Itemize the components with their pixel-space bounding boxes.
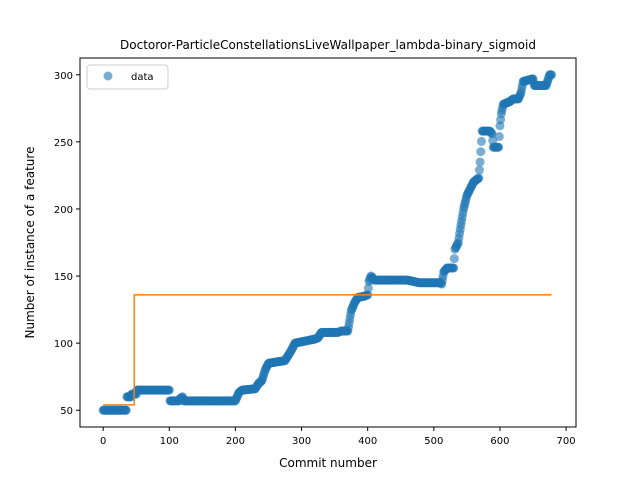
fit-line xyxy=(103,294,552,406)
chart-title: Doctoror-ParticleConstellationsLiveWallp… xyxy=(120,38,536,52)
x-tick-label: 300 xyxy=(292,436,311,447)
y-tick-label: 50 xyxy=(60,406,73,417)
y-axis-label: Number of instance of a feature xyxy=(23,147,37,339)
data-point xyxy=(363,283,373,293)
data-point xyxy=(164,385,174,395)
x-tick-label: 100 xyxy=(160,436,179,447)
data-point xyxy=(449,254,459,264)
data-point xyxy=(494,142,504,152)
data-point xyxy=(449,263,459,273)
data-point xyxy=(121,405,131,415)
legend-marker-data xyxy=(103,71,113,81)
x-tick-label: 400 xyxy=(358,436,377,447)
data-point xyxy=(487,129,497,139)
data-point xyxy=(494,132,504,141)
x-axis-label: Commit number xyxy=(279,456,377,470)
legend-box xyxy=(86,64,169,90)
x-tick-label: 600 xyxy=(490,436,509,447)
y-tick-label: 100 xyxy=(54,339,73,350)
data-point xyxy=(476,147,486,157)
legend-label-data: data xyxy=(131,72,154,83)
x-tick-label: 200 xyxy=(226,436,245,447)
y-tick-label: 250 xyxy=(54,138,73,149)
data-point xyxy=(476,136,486,146)
x-tick-label: 0 xyxy=(100,436,106,447)
y-tick-label: 200 xyxy=(54,205,73,216)
plot-area xyxy=(98,70,557,415)
data-point xyxy=(474,165,484,175)
legend: data xyxy=(86,64,169,90)
axes-frame xyxy=(79,57,577,428)
y-tick-label: 150 xyxy=(54,272,73,283)
x-tick-label: 500 xyxy=(424,436,443,447)
x-tick-label: 700 xyxy=(557,436,576,447)
data-point xyxy=(475,157,485,167)
data-point xyxy=(547,70,557,80)
data-point xyxy=(474,173,484,183)
y-axis: 50 100 150 200 250 300 xyxy=(54,71,80,417)
y-tick-label: 300 xyxy=(54,71,73,82)
x-axis: 0 100 200 300 400 500 600 700 xyxy=(100,427,576,447)
